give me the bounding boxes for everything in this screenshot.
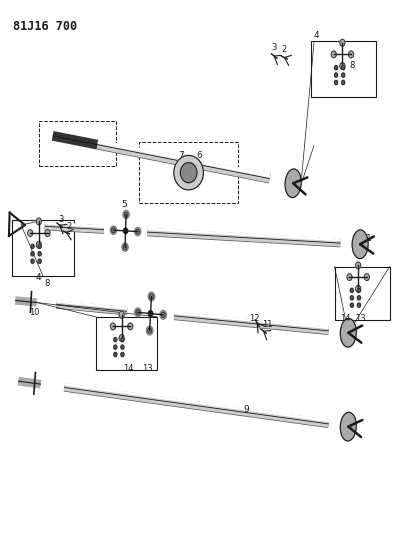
Ellipse shape <box>364 273 369 280</box>
Text: 81J16 700: 81J16 700 <box>13 20 77 33</box>
Ellipse shape <box>180 163 197 183</box>
Ellipse shape <box>335 73 338 77</box>
Text: 9: 9 <box>244 405 250 414</box>
Bar <box>139 142 238 203</box>
Ellipse shape <box>352 230 368 259</box>
Ellipse shape <box>340 63 345 69</box>
Ellipse shape <box>356 285 361 292</box>
Ellipse shape <box>121 345 124 349</box>
Ellipse shape <box>340 319 356 347</box>
Ellipse shape <box>341 73 345 77</box>
Ellipse shape <box>335 80 338 85</box>
Text: 3: 3 <box>58 215 64 224</box>
Text: 14: 14 <box>123 364 133 373</box>
Ellipse shape <box>122 243 128 252</box>
Text: 12: 12 <box>249 313 260 322</box>
Ellipse shape <box>341 66 345 70</box>
Ellipse shape <box>114 337 117 342</box>
Ellipse shape <box>36 241 41 248</box>
Text: 1: 1 <box>366 234 372 243</box>
Ellipse shape <box>146 326 153 335</box>
Ellipse shape <box>148 292 155 301</box>
Ellipse shape <box>340 39 345 46</box>
Text: 13: 13 <box>143 364 153 373</box>
Bar <box>96 317 157 370</box>
Ellipse shape <box>357 288 360 293</box>
Text: 4: 4 <box>36 273 41 282</box>
Ellipse shape <box>38 252 41 256</box>
Bar <box>39 120 116 166</box>
Ellipse shape <box>350 288 353 293</box>
Ellipse shape <box>123 228 128 233</box>
Text: 7: 7 <box>178 151 183 160</box>
Ellipse shape <box>135 308 141 317</box>
Ellipse shape <box>357 303 360 308</box>
Ellipse shape <box>148 311 153 317</box>
Text: 2: 2 <box>66 222 72 231</box>
Text: 6: 6 <box>197 151 202 160</box>
Ellipse shape <box>45 230 50 237</box>
Text: 8: 8 <box>44 279 49 288</box>
Ellipse shape <box>341 80 345 85</box>
Ellipse shape <box>31 259 34 263</box>
Ellipse shape <box>331 51 336 58</box>
Ellipse shape <box>347 273 352 280</box>
Ellipse shape <box>128 323 133 330</box>
Ellipse shape <box>340 413 357 441</box>
Bar <box>12 220 73 276</box>
Ellipse shape <box>121 352 124 357</box>
Ellipse shape <box>356 262 361 269</box>
Bar <box>335 266 390 319</box>
Text: 14: 14 <box>339 313 350 322</box>
Ellipse shape <box>110 323 116 330</box>
Ellipse shape <box>114 345 117 349</box>
Ellipse shape <box>350 296 353 300</box>
Text: 4: 4 <box>314 31 320 40</box>
Ellipse shape <box>357 296 360 300</box>
Text: 13: 13 <box>355 313 366 322</box>
Ellipse shape <box>119 335 124 342</box>
Ellipse shape <box>121 337 124 342</box>
Text: 11: 11 <box>262 320 273 329</box>
Ellipse shape <box>119 311 124 318</box>
Text: 5: 5 <box>121 199 127 208</box>
Text: 10: 10 <box>29 308 39 317</box>
Ellipse shape <box>160 310 166 319</box>
Ellipse shape <box>285 169 301 198</box>
Ellipse shape <box>38 259 41 263</box>
Bar <box>311 41 376 97</box>
Ellipse shape <box>135 228 141 236</box>
Text: 8: 8 <box>349 61 355 70</box>
Ellipse shape <box>123 211 129 219</box>
Ellipse shape <box>28 230 33 237</box>
Text: 2: 2 <box>281 45 287 54</box>
Ellipse shape <box>174 156 203 190</box>
Ellipse shape <box>350 303 353 308</box>
Ellipse shape <box>349 51 354 58</box>
Ellipse shape <box>31 252 34 256</box>
Ellipse shape <box>36 218 41 225</box>
Ellipse shape <box>114 352 117 357</box>
Ellipse shape <box>31 244 34 248</box>
Text: 3: 3 <box>272 43 277 52</box>
Ellipse shape <box>110 226 117 235</box>
Ellipse shape <box>335 66 338 70</box>
Ellipse shape <box>38 244 41 248</box>
